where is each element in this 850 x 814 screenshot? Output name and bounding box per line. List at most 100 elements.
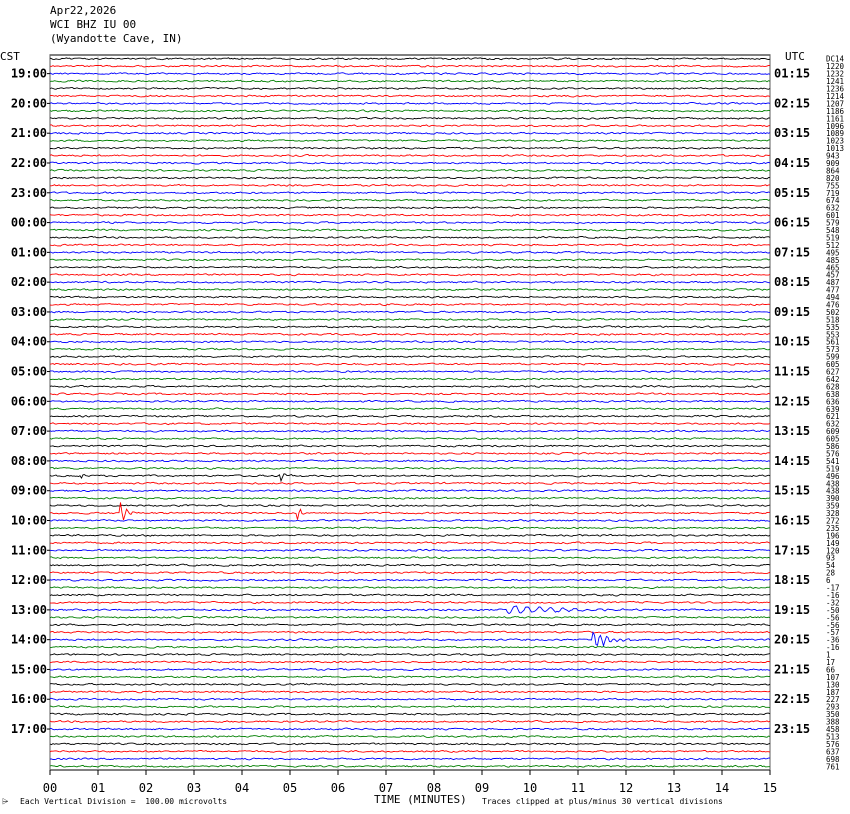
- seismic-trace: [49, 370, 771, 374]
- left-hour-label: 05:00: [11, 365, 47, 379]
- right-hour-label: 02:15: [774, 96, 810, 110]
- row-value-label: 93: [826, 554, 835, 563]
- row-value-label: 359: [826, 502, 840, 511]
- seismic-trace: [49, 452, 771, 455]
- scale-note: Each Vertical Division = 100.00 microvol…: [20, 797, 228, 806]
- plot-date: Apr22,2026: [50, 4, 117, 17]
- row-value-label: 107: [826, 673, 840, 682]
- seismic-trace: [49, 161, 771, 165]
- seismic-trace: [49, 571, 771, 575]
- seismic-trace: [49, 317, 771, 321]
- station-location: (Wyandotte Cave, IN): [50, 32, 183, 45]
- seismic-trace: [49, 742, 771, 746]
- row-value-label: 535: [826, 323, 840, 332]
- seismic-trace: [49, 392, 771, 396]
- seismic-trace: [49, 280, 771, 284]
- row-value-label: 637: [826, 747, 840, 756]
- row-value-label: 909: [826, 159, 840, 168]
- right-hour-label: 13:15: [774, 424, 810, 438]
- seismic-trace: [50, 645, 771, 649]
- seismic-trace: [49, 154, 771, 158]
- row-value-label: 638: [826, 390, 840, 399]
- row-value-label: 698: [826, 755, 840, 764]
- seismic-trace: [49, 668, 771, 671]
- left-hour-label: 03:00: [11, 305, 47, 319]
- seismic-trace: [49, 735, 771, 738]
- row-value-label: 485: [826, 256, 840, 265]
- seismic-trace: [49, 131, 771, 135]
- right-hour-label: 14:15: [774, 454, 810, 468]
- seismic-trace: [49, 288, 771, 292]
- row-value-label: 518: [826, 315, 840, 324]
- row-value-label: 674: [826, 196, 840, 205]
- row-value-label: 28: [826, 569, 836, 578]
- seismic-trace: [49, 235, 771, 239]
- seismic-trace: [49, 57, 771, 61]
- left-hour-label: 06:00: [11, 394, 47, 408]
- seismic-trace: [49, 258, 771, 262]
- row-value-label: 864: [826, 166, 840, 175]
- right-hour-label: 10:15: [774, 335, 810, 349]
- row-value-label: 1161: [826, 114, 844, 123]
- row-value-label: 487: [826, 278, 840, 287]
- x-tick-label: 12: [619, 781, 633, 795]
- seismic-trace: [49, 407, 771, 411]
- seismic-trace: [49, 228, 771, 232]
- seismic-trace: [49, 221, 771, 225]
- seismic-trace: [49, 198, 771, 202]
- right-hour-label: 11:15: [774, 365, 810, 379]
- right-hour-label: 12:15: [774, 394, 810, 408]
- seismic-trace: [49, 295, 771, 299]
- left-hour-label: 20:00: [11, 96, 47, 110]
- seismic-trace: [49, 489, 771, 493]
- row-value-label: 495: [826, 248, 840, 257]
- row-value-label: 628: [826, 382, 840, 391]
- right-hour-label: 09:15: [774, 305, 810, 319]
- row-value-label: 605: [826, 360, 840, 369]
- row-value-label: 579: [826, 219, 840, 228]
- left-hour-label: 07:00: [11, 424, 47, 438]
- axes: CST UTC: [0, 50, 805, 63]
- seismic-trace: [49, 496, 771, 500]
- row-value-label: 465: [826, 263, 840, 272]
- row-value-label: 1241: [826, 77, 844, 86]
- row-value-label: 761: [826, 762, 840, 771]
- left-hour-label: 16:00: [11, 692, 47, 706]
- seismic-trace: [49, 94, 771, 98]
- row-value-label: -16: [826, 591, 840, 600]
- x-axis-title: TIME (MINUTES): [374, 793, 467, 806]
- seismic-trace: [49, 124, 771, 128]
- seismic-trace: [49, 176, 771, 180]
- seismic-trace: [49, 377, 771, 381]
- seismic-trace: [49, 556, 771, 560]
- row-value-label: 1013: [826, 144, 844, 153]
- row-value-label: 519: [826, 233, 840, 242]
- seismic-trace: [49, 355, 771, 358]
- row-value-label: 149: [826, 539, 840, 548]
- row-value-label: 350: [826, 710, 840, 719]
- row-value-label: 561: [826, 338, 840, 347]
- right-hour-label: 21:15: [774, 662, 810, 676]
- seismic-trace: [49, 519, 771, 522]
- left-hour-label: 22:00: [11, 156, 47, 170]
- x-tick-label: 03: [187, 781, 201, 795]
- seismic-trace: [49, 623, 771, 627]
- right-hour-label: 23:15: [774, 722, 810, 736]
- seismic-trace: [49, 727, 771, 731]
- seismic-trace: [49, 86, 771, 90]
- row-value-label: 196: [826, 531, 840, 540]
- right-hour-label: 07:15: [774, 245, 810, 259]
- seismic-trace: [49, 504, 771, 507]
- seismic-trace: [49, 414, 771, 418]
- x-tick-label: 04: [235, 781, 249, 795]
- left-hour-label: 01:00: [11, 245, 47, 259]
- x-tick-label: 15: [763, 781, 777, 795]
- right-hour-label: 17:15: [774, 543, 810, 557]
- row-value-label: 576: [826, 740, 840, 749]
- row-value-label: 755: [826, 181, 840, 190]
- row-value-label: 235: [826, 524, 840, 533]
- row-value-label: 227: [826, 695, 840, 704]
- seismic-trace: [49, 712, 771, 716]
- x-tick-label: 09: [475, 781, 489, 795]
- seismic-trace: [49, 72, 771, 76]
